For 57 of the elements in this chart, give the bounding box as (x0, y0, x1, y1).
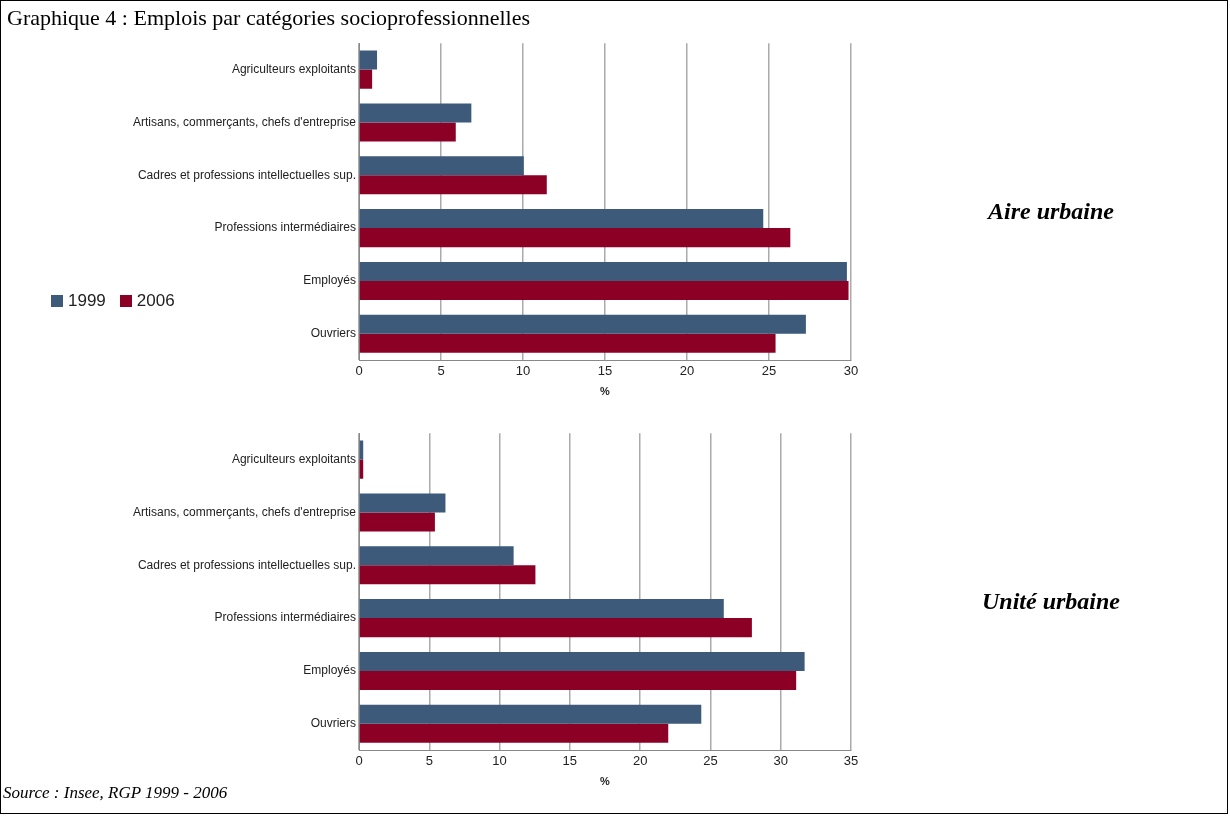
legend-label: 2006 (135, 291, 175, 311)
legend-label: 1999 (67, 291, 106, 311)
text: Aire urbaine (986, 198, 1115, 225)
x-axis-title: % (600, 775, 611, 788)
source-note: Source : Insee, RGP 1999 - 2006 (3, 783, 228, 803)
x-tick-label: 0 (355, 362, 363, 378)
y-tick-label: Cadres et professions intellectuelles sup. (137, 557, 356, 572)
bar (359, 122, 456, 142)
y-tick-label: Employés (303, 273, 356, 288)
bar (359, 50, 378, 70)
x-tick-label: 15 (562, 752, 578, 768)
bar (359, 209, 764, 229)
bar (359, 599, 724, 619)
x-tick-label: 10 (492, 752, 507, 768)
bar (359, 333, 776, 353)
bar (359, 493, 446, 513)
bar (359, 156, 524, 176)
x-tick-label: 10 (515, 362, 531, 378)
bar (359, 565, 536, 585)
bar (359, 618, 752, 638)
x-axis-title: % (600, 385, 611, 398)
chart-title: Graphique 4 : Emplois par catégories socioprofessionnelles (7, 5, 530, 31)
y-tick-label: Professions intermédiaires (214, 220, 356, 235)
x-tick-label: 0 (355, 752, 363, 768)
x-tick-label: 5 (437, 362, 445, 378)
bar (359, 546, 514, 566)
x-tick-label: 15 (597, 362, 613, 378)
bar (359, 69, 373, 89)
y-tick-label: Artisans, commerçants, chefs d'entreprise (132, 114, 357, 129)
x-tick-label: 30 (773, 752, 788, 768)
x-tick-label: 35 (843, 752, 859, 768)
text: Unité urbaine (981, 588, 1121, 615)
bar (359, 175, 547, 195)
y-tick-label: Artisans, commerçants, chefs d'entreprise (132, 504, 357, 519)
y-tick-label: Agriculteurs exploitants (231, 451, 356, 466)
y-tick-label: Cadres et professions intellectuelles sup. (137, 167, 356, 182)
x-tick-label: 5 (425, 752, 433, 768)
bar (359, 228, 791, 248)
bar (359, 280, 849, 300)
x-tick-label: 30 (843, 362, 859, 378)
bar (359, 704, 702, 724)
bar (359, 261, 847, 281)
x-tick-label: 25 (703, 752, 718, 768)
y-tick-label: Agriculteurs exploitants (231, 61, 356, 76)
x-tick-label: 25 (761, 362, 777, 378)
y-tick-label: Employés (303, 663, 356, 678)
x-tick-label: 20 (632, 752, 648, 768)
bar (359, 103, 472, 123)
bar (359, 670, 797, 690)
bar (359, 723, 669, 743)
y-tick-label: Ouvriers (310, 716, 356, 731)
bar (359, 314, 806, 334)
bar (359, 512, 435, 532)
y-tick-label: Professions intermédiaires (214, 610, 356, 625)
x-tick-label: 20 (679, 362, 695, 378)
bar (359, 651, 805, 671)
y-tick-label: Ouvriers (310, 326, 356, 341)
